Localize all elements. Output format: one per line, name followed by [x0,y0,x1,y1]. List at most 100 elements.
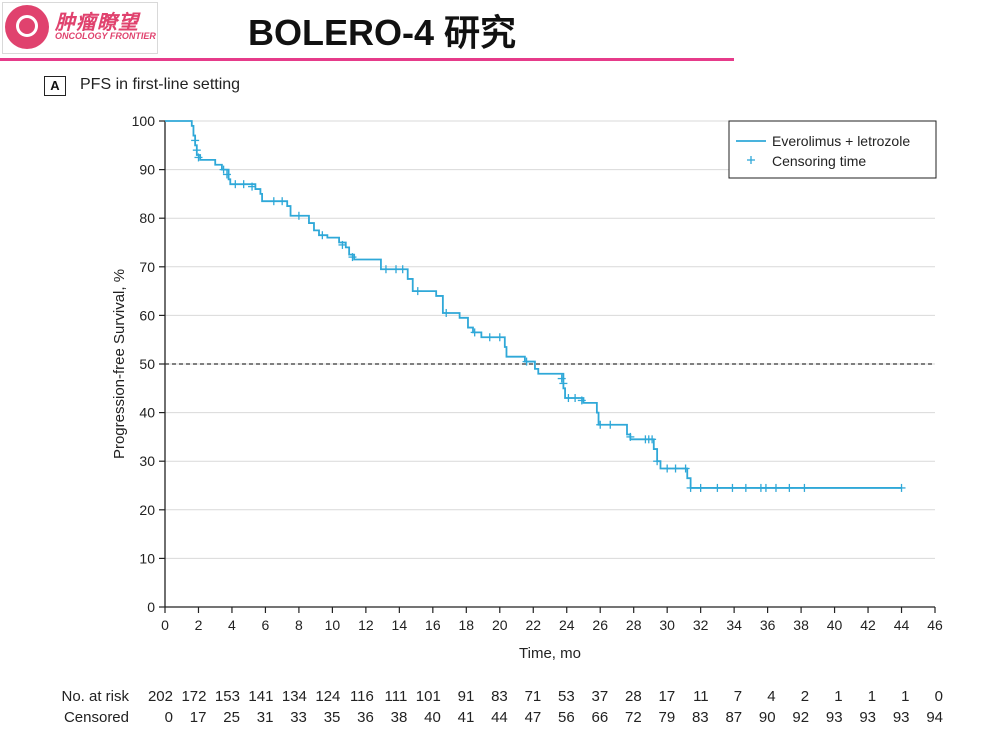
risk-cell: 38 [391,709,408,726]
censor-mark [194,153,203,162]
censor-mark [596,420,605,429]
risk-cell: 31 [257,709,274,726]
risk-cell: 83 [692,709,709,726]
censor-mark [485,333,494,342]
risk-cell: 40 [424,709,441,726]
risk-table: No. at risk 202 172 153 141 134 124 116 111 101 91… [61,688,943,726]
x-tick-label: 40 [827,617,843,633]
y-tick-label: 100 [132,113,156,129]
censor-mark [222,170,231,179]
risk-cell: 124 [315,688,340,705]
risk-cell: 35 [324,709,341,726]
x-tick-label: 34 [726,617,742,633]
risk-cell: 7 [734,688,742,705]
censor-mark [785,483,794,492]
grid-lines [165,120,935,559]
censor-mark [392,265,400,274]
km-curve-everolimus-letrozole [165,120,902,489]
risk-cell: 17 [190,709,207,726]
censor-mark [653,457,662,466]
censor-mark [338,240,347,249]
risk-cell: 44 [491,709,508,726]
x-tick-label: 6 [262,617,270,633]
brand-logo: 肿瘤瞭望 ONCOLOGY FRONTIER [2,2,158,54]
x-tick-label: 20 [492,617,508,633]
risk-cell: 134 [282,688,307,705]
panel-letter: A [44,76,66,96]
censor-mark [571,394,580,403]
risk-cell: 2 [801,688,809,705]
x-tick-label: 14 [392,617,408,633]
legend-label-censor: Censoring time [772,153,866,169]
censor-mark [294,211,303,220]
censor-mark [239,180,248,189]
censor-mark [626,432,635,441]
risk-cell: 111 [385,688,408,705]
y-tick-label: 50 [139,356,155,372]
y-tick-label: 60 [139,307,155,323]
censor-mark [413,287,422,296]
risk-cell: 66 [592,709,609,726]
risk-cell: 79 [658,709,675,726]
risk-cell: 202 [148,688,173,705]
censor-mark [800,483,809,492]
x-tick-label: 0 [161,617,169,633]
x-tick-label: 24 [559,617,575,633]
risk-cell: 91 [458,688,475,705]
risk-cell: 94 [926,709,943,726]
censor-mark [648,435,657,444]
censor-marks [191,136,906,492]
censor-mark [495,333,504,342]
y-axis-label: Progression-free Survival, % [111,269,128,459]
y-tick-label: 80 [139,210,155,226]
censor-mark [771,483,780,492]
censor-mark [231,180,240,189]
censor-mark [577,396,586,405]
x-tick-label: 26 [592,617,608,633]
risk-cell: 141 [248,688,273,705]
risk-cell: 93 [826,709,843,726]
risk-cell: 1 [834,688,842,705]
censor-mark [671,464,680,473]
y-tick-label: 10 [139,550,155,566]
y-tick-label: 0 [147,599,155,615]
y-tick-label: 90 [139,162,155,178]
x-tick-label: 38 [793,617,809,633]
x-tick-label: 36 [760,617,776,633]
legend: Everolimus + letrozole Censoring time [728,120,937,179]
censor-mark [741,483,750,492]
censor-mark [564,394,573,403]
risk-cell: 53 [558,688,575,705]
risk-cell: 1 [901,688,909,705]
legend-plus-icon [747,156,755,164]
x-tick-label: 42 [860,617,876,633]
x-axis-label: Time, mo [519,645,581,662]
censor-mark [442,308,451,317]
x-tick-label: 44 [894,617,910,633]
legend-box [728,120,937,179]
risk-cell: 56 [558,709,575,726]
censor-mark [192,146,201,155]
censor-mark [248,182,257,191]
risk-row-label: Censored [64,709,129,726]
y-ticks: 0 10 20 30 40 50 60 70 80 90 100 [132,113,165,615]
risk-cell: 28 [625,688,642,705]
censor-mark [470,328,479,337]
risk-cell: 153 [215,688,240,705]
logo-english-text: ONCOLOGY FRONTIER [55,31,156,41]
risk-cell: 41 [458,709,475,726]
censor-mark [348,253,357,262]
logo-emblem-icon [5,5,49,49]
x-ticks: 0 2 4 6 8 10 12 14 16 18 20 22 24 26 28 30 32 34 36 38 40 42 4… [161,607,943,633]
censor-mark [191,136,200,145]
x-tick-label: 10 [325,617,341,633]
risk-cell: 36 [357,709,374,726]
risk-cell: 83 [491,688,508,705]
censor-mark [713,483,722,492]
risk-cell: 4 [767,688,775,705]
risk-cell: 37 [592,688,609,705]
risk-cell: 47 [525,709,542,726]
censor-mark [897,483,906,492]
censor-mark [269,197,278,206]
